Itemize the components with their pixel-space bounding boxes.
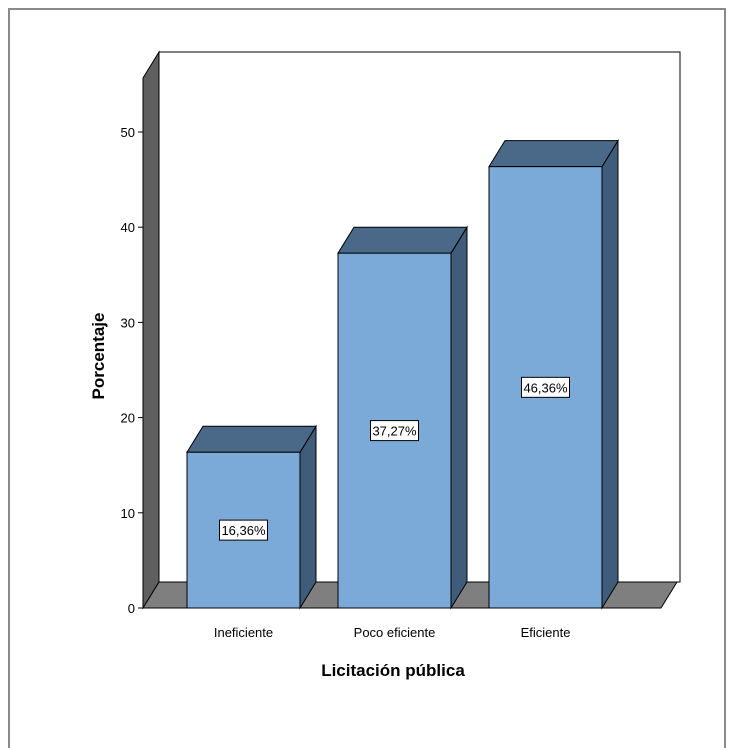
- bar-top: [488, 140, 619, 168]
- x-category-label: Ineficiente: [214, 625, 273, 640]
- y-tick-label: 0: [128, 601, 135, 616]
- data-label: 46,36%: [523, 380, 568, 395]
- x-axis-categories: Ineficiente Poco eficiente Eficiente: [214, 625, 571, 640]
- y-tick-label: 50: [121, 125, 135, 140]
- bar: 46,36%: [488, 138, 619, 610]
- x-axis-title: Licitación pública: [321, 661, 465, 680]
- y-axis: 0 10 20 30 40 50: [121, 78, 144, 616]
- data-label: 37,27%: [372, 424, 417, 439]
- y-tick-label: 20: [121, 411, 135, 426]
- data-label-box: [219, 519, 268, 541]
- data-label: 16,36%: [221, 523, 266, 538]
- y-tick-label: 10: [121, 506, 135, 521]
- bar-side: [450, 225, 468, 610]
- x-category-label: Eficiente: [521, 625, 571, 640]
- bar-top: [337, 226, 468, 254]
- data-label-box: [370, 420, 419, 442]
- y-tick-label: 30: [121, 315, 135, 330]
- y-tick-label: 40: [121, 220, 135, 235]
- y-axis-title: Porcentaje: [89, 313, 108, 400]
- bar-side: [299, 424, 317, 610]
- data-label-box: [521, 376, 570, 398]
- x-category-label: Poco eficiente: [354, 625, 436, 640]
- bar: 37,27%: [337, 225, 468, 610]
- bar: 16,36%: [186, 424, 317, 610]
- left-wall: [142, 50, 160, 610]
- bar-top: [186, 425, 317, 453]
- bars: 16,36% 37,27% 46,36%: [186, 138, 619, 610]
- bar-side: [601, 138, 619, 610]
